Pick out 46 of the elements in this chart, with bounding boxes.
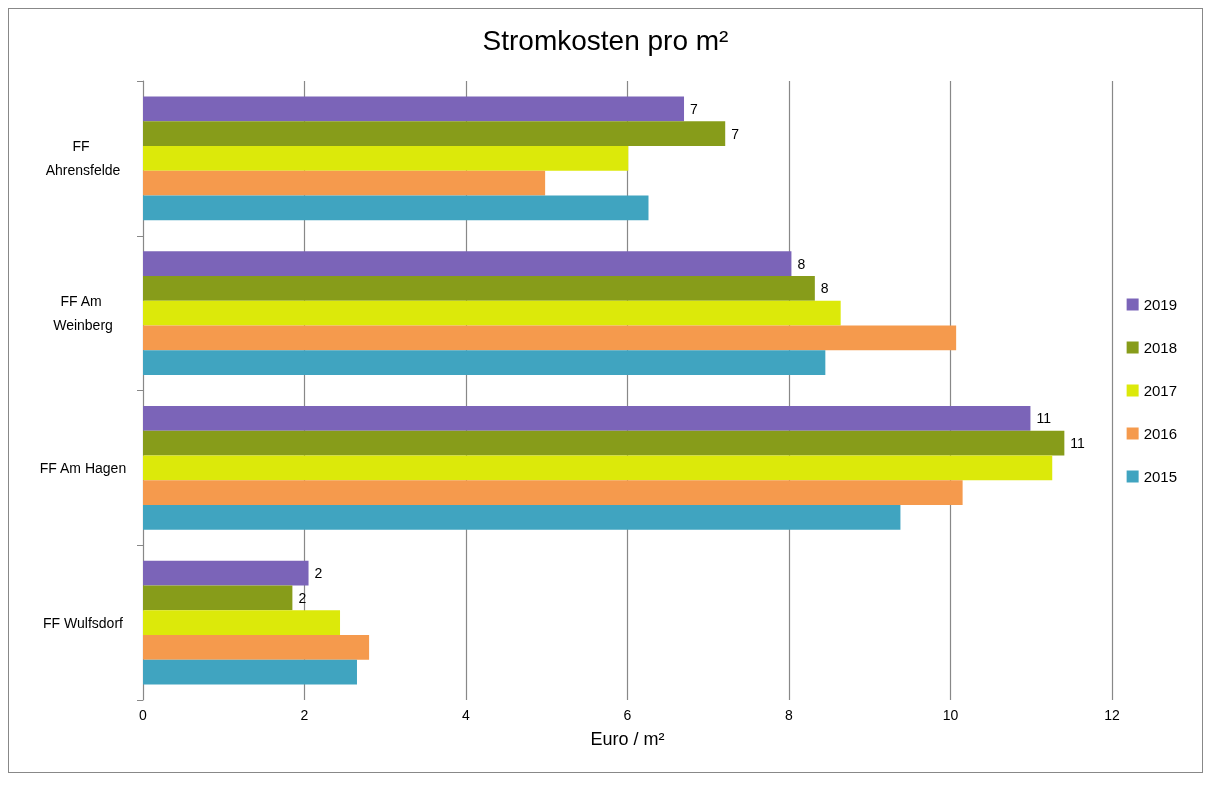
- bar: [143, 405, 1031, 431]
- legend-label: 2019: [1143, 296, 1178, 313]
- data-label: 11: [1070, 435, 1086, 452]
- y-tick-label: FF Am Hagen: [39, 459, 127, 476]
- y-tick-label: FF Wulfsdorf: [43, 614, 124, 631]
- bar: [143, 146, 629, 171]
- bar: [143, 170, 546, 196]
- x-tick-label: 4: [462, 707, 471, 723]
- data-label: 7: [731, 125, 740, 142]
- bar: [143, 480, 963, 506]
- bar: [143, 610, 341, 636]
- x-tick-label: 0: [139, 707, 148, 723]
- legend-label: 2015: [1143, 468, 1178, 485]
- data-label: 11: [1036, 410, 1052, 427]
- x-tick-label: 2: [300, 707, 309, 723]
- x-tick-label: 12: [1104, 707, 1120, 723]
- bar: [143, 560, 309, 586]
- bar: [143, 325, 957, 351]
- y-tick-label: FF Ahrensfelde: [45, 138, 121, 179]
- bar: [143, 195, 649, 221]
- bar: [143, 300, 841, 326]
- bar: [143, 121, 726, 146]
- bar: [143, 430, 1065, 456]
- data-label: 8: [820, 280, 829, 297]
- bar: [143, 505, 901, 530]
- data-label: 7: [690, 100, 699, 117]
- bar: [143, 96, 685, 122]
- bar: [143, 350, 826, 376]
- x-tick-label: 10: [942, 707, 959, 723]
- bar: [143, 251, 792, 276]
- x-tick-label: 6: [623, 707, 632, 723]
- x-axis-title: Euro / m²: [590, 729, 665, 749]
- chart-title: Stromkosten pro m²: [482, 24, 729, 56]
- bar: [143, 455, 1053, 481]
- legend-label: 2017: [1143, 382, 1178, 399]
- bar: [143, 275, 815, 301]
- legend-label: 2018: [1143, 339, 1178, 356]
- bar: [143, 659, 357, 685]
- data-label: 2: [314, 565, 323, 582]
- data-label: 2: [298, 589, 307, 606]
- bar: [143, 635, 370, 660]
- legend-label: 2016: [1143, 425, 1178, 442]
- y-tick-label: FF Am Weinberg: [53, 293, 113, 334]
- bar: [143, 585, 293, 611]
- data-label: 8: [797, 255, 806, 272]
- x-tick-label: 8: [785, 707, 794, 723]
